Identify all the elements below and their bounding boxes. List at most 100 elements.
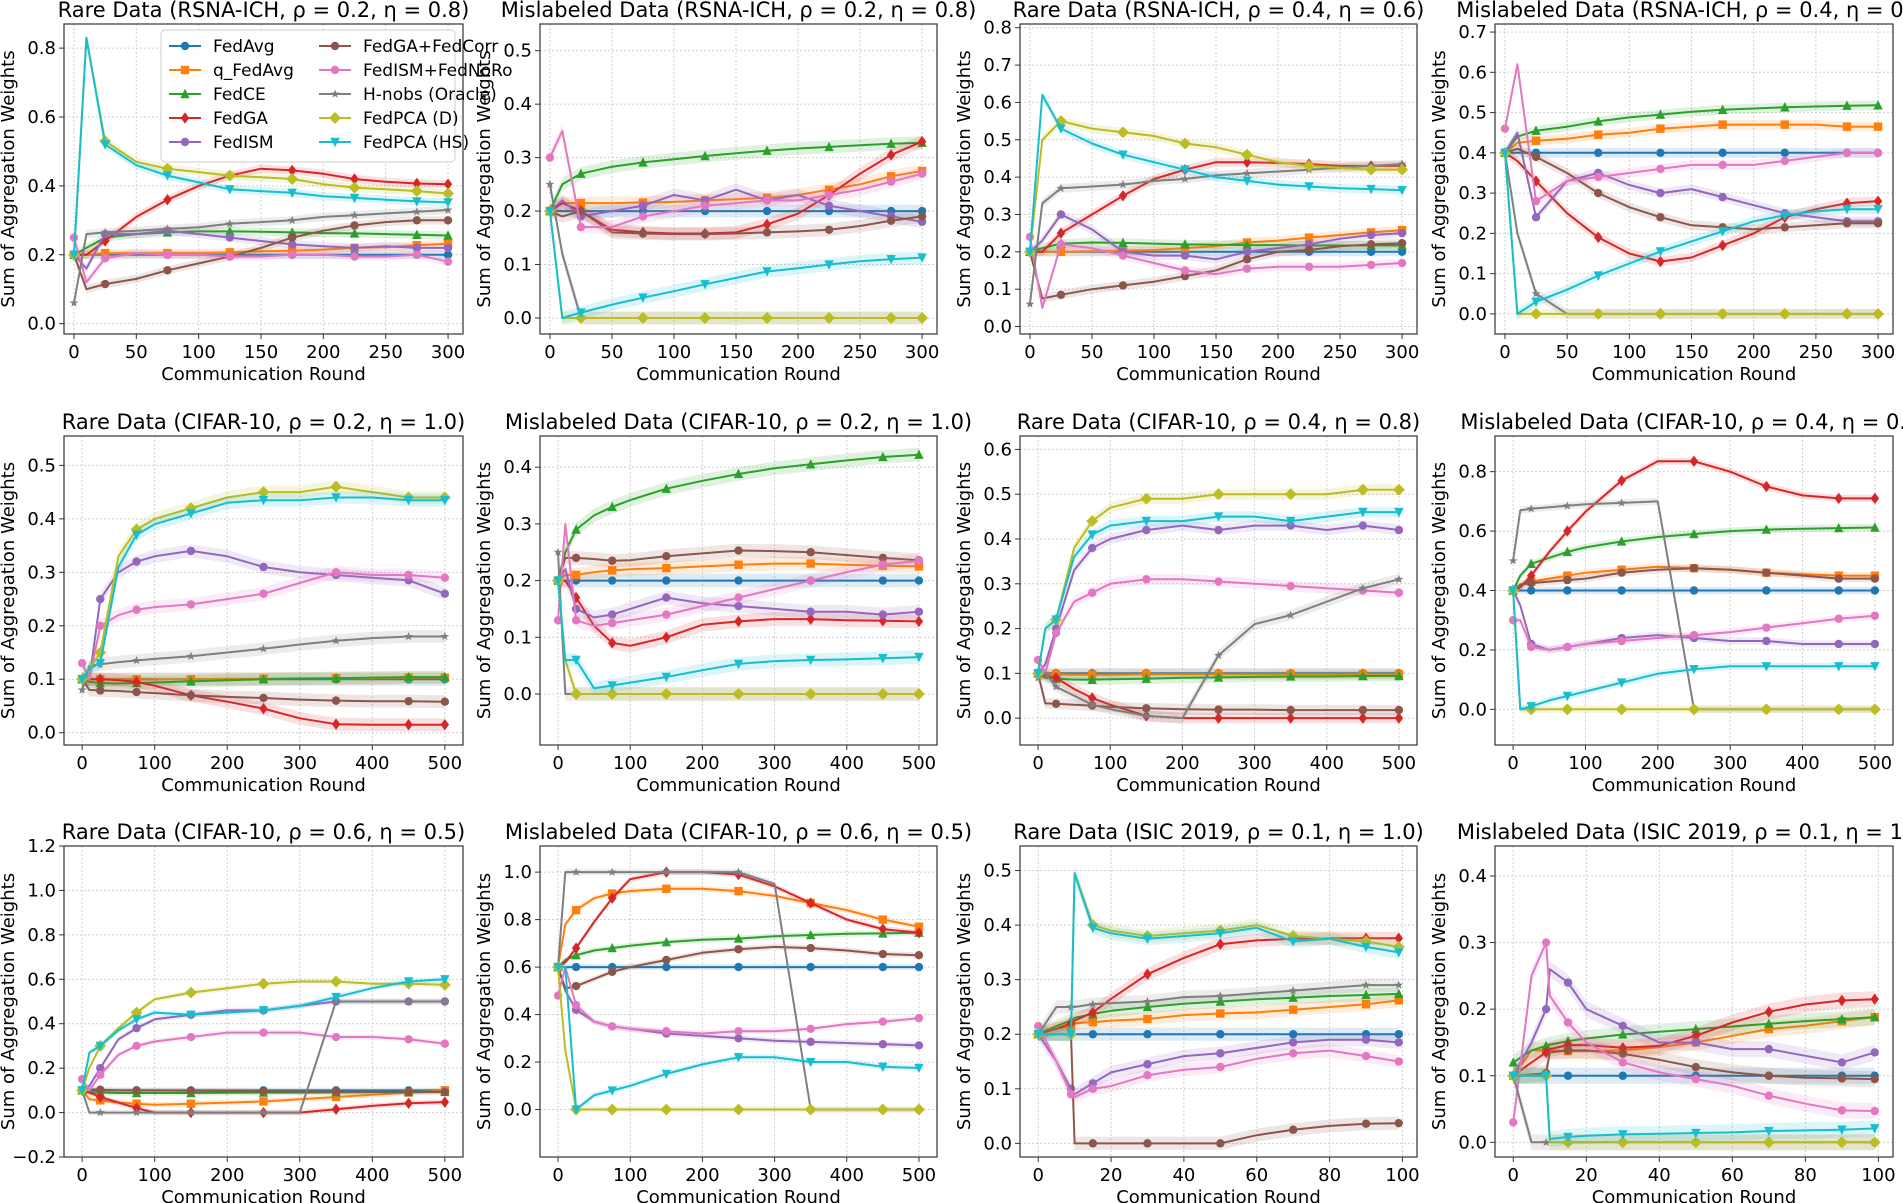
hnobs-point xyxy=(331,636,341,645)
x-tick-label: 0 xyxy=(552,1165,563,1186)
fedavg-point xyxy=(607,576,617,585)
fedpcad-point xyxy=(913,688,925,700)
fedavg-point xyxy=(1689,586,1699,595)
fedce-point xyxy=(762,145,772,155)
fedismnoro-point xyxy=(662,610,671,619)
hnobs-point xyxy=(259,644,268,653)
fedga-legend-marker xyxy=(180,112,190,124)
fedce-line xyxy=(557,453,920,581)
fedismnoro-point xyxy=(806,1024,815,1034)
fedpcad-point xyxy=(257,977,270,990)
fedism-line xyxy=(1504,131,1879,223)
fedpcahs-point xyxy=(914,652,924,663)
fedavg-point xyxy=(878,576,888,585)
fedpcad-point xyxy=(1615,703,1628,716)
fedgacorr-point xyxy=(1563,575,1572,585)
qfedavg-band xyxy=(1505,119,1879,158)
x-tick-label: 200 xyxy=(781,342,815,363)
fedism-point xyxy=(1870,639,1880,649)
hnobs-point xyxy=(132,1107,141,1117)
fedismnoro-point xyxy=(1689,630,1699,640)
fedavg-point xyxy=(806,962,815,972)
y-tick-label: 0.1 xyxy=(1458,264,1487,285)
hnobs-point xyxy=(225,219,235,228)
hnobs-point xyxy=(443,205,453,214)
fedpcahs-point xyxy=(1361,942,1371,953)
fedismnoro-point xyxy=(1214,577,1223,586)
fedpcahs-point xyxy=(1056,124,1066,134)
y-axis-label: Sum of Aggregation Weights xyxy=(1429,50,1450,307)
hnobs-point xyxy=(412,207,422,216)
fedism-line xyxy=(1512,968,1875,1077)
legend-label: FedPCA (HS) xyxy=(363,133,469,153)
fedism-point xyxy=(1718,192,1727,202)
fedism-point xyxy=(412,243,422,253)
fedism-line xyxy=(1029,213,1403,261)
panel-title: Mislabeled Data (ISIC 2019, ρ = 0.1, η =… xyxy=(1457,820,1903,844)
fedpcahs-point xyxy=(1508,1071,1518,1081)
fedce-point xyxy=(443,230,453,240)
fedpcad-point xyxy=(1762,1136,1775,1149)
qfedavg-point xyxy=(1718,120,1727,129)
fedismnoro-band xyxy=(1038,1019,1399,1104)
fedismnoro-point xyxy=(638,212,648,221)
fedga-point xyxy=(806,613,815,625)
fedpcahs-point xyxy=(403,977,414,987)
fedgacorr-point xyxy=(607,967,617,977)
fedismnoro-point xyxy=(287,250,297,259)
x-tick-label: 200 xyxy=(1261,342,1295,363)
fedpcahs-point xyxy=(349,193,360,204)
fedismnoro-point xyxy=(1541,938,1551,947)
fedpcahs-band xyxy=(1513,1067,1875,1147)
fedga-point xyxy=(1088,1006,1098,1019)
fedga-point xyxy=(762,218,772,231)
y-tick-label: 0.0 xyxy=(983,317,1012,338)
fedgacorr-point xyxy=(1617,568,1626,577)
plot-area xyxy=(68,33,454,308)
fedga-point xyxy=(1056,227,1066,239)
hnobs-point xyxy=(1508,556,1518,565)
fedism-point xyxy=(914,607,924,616)
fedpcahs-point xyxy=(1288,937,1298,947)
fedismnoro-point xyxy=(1594,172,1603,182)
fedgacorr-point xyxy=(443,216,453,225)
fedgacorr-point xyxy=(1762,568,1771,577)
fedpcahs-point xyxy=(1764,1126,1774,1137)
x-tick-label: 100 xyxy=(1568,753,1602,774)
hnobs-point xyxy=(1214,650,1223,660)
plot-area xyxy=(76,480,451,732)
fedism-point xyxy=(1180,251,1190,260)
panel-title: Mislabeled Data (CIFAR-10, ρ = 0.2, η = … xyxy=(505,410,972,434)
y-tick-label: 0.3 xyxy=(983,574,1012,595)
fedismnoro-line xyxy=(1504,63,1879,203)
x-tick-label: 300 xyxy=(757,753,791,774)
fedgacorr-point xyxy=(824,225,834,234)
axes-frame xyxy=(1019,435,1418,746)
fedavg-point xyxy=(662,962,671,972)
hnobs-point xyxy=(1215,991,1225,1000)
fedpcahs-point xyxy=(1394,948,1404,958)
qfedavg-point xyxy=(1056,247,1066,257)
fedga-point xyxy=(914,926,924,939)
x-tick-label: 50 xyxy=(1556,342,1579,363)
fedgacorr-point xyxy=(734,546,743,555)
fedce-point xyxy=(1215,996,1226,1006)
y-tick-label: 0.2 xyxy=(503,201,532,222)
fedgacorr-point xyxy=(806,943,815,953)
fedismnoro-point xyxy=(878,1017,888,1026)
x-axis-label: Communication Round xyxy=(1116,364,1321,385)
axes-frame xyxy=(1494,845,1894,1158)
fedismnoro-point xyxy=(1762,623,1771,632)
fedism-band xyxy=(558,562,919,625)
x-tick-label: 150 xyxy=(244,342,278,363)
fedgacorr-point xyxy=(132,687,141,697)
fedpcahs-point xyxy=(571,1105,581,1115)
fedism-line xyxy=(73,229,448,270)
fedpcahs-point xyxy=(1870,1124,1880,1134)
y-tick-label: 0.5 xyxy=(503,41,532,62)
fedism-line xyxy=(82,549,446,681)
fedismnoro-point xyxy=(96,621,105,630)
fedpcahs-point xyxy=(1025,247,1035,258)
